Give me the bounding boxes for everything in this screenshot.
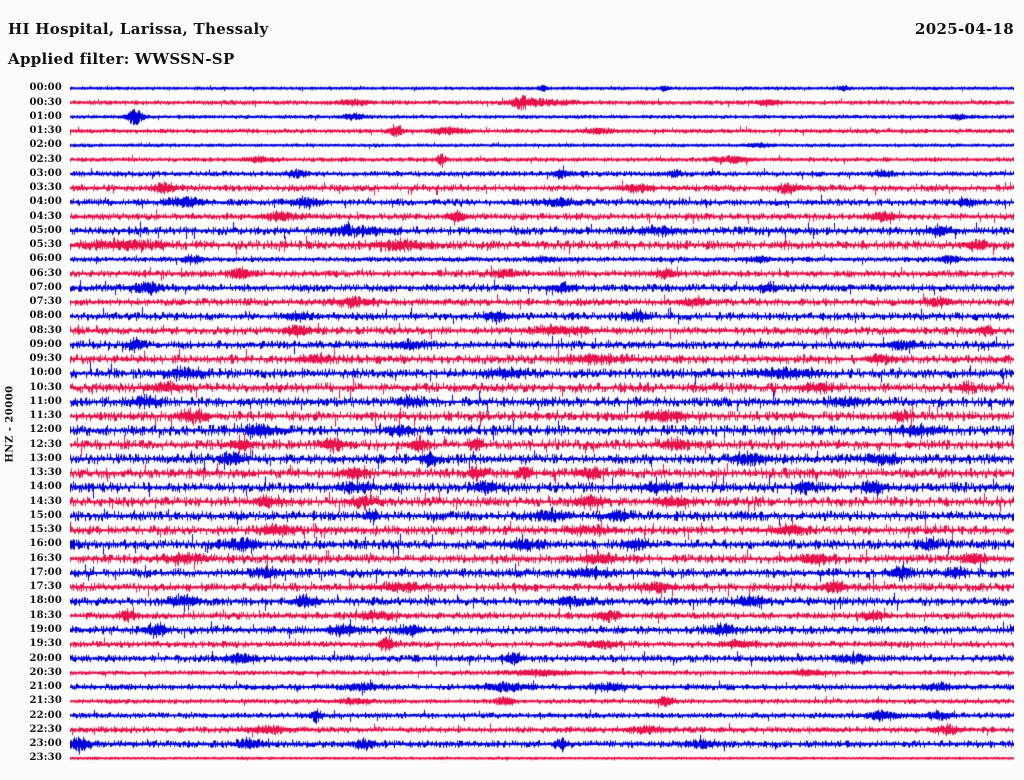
time-label: 15:30 <box>29 524 62 536</box>
time-label: 01:30 <box>29 125 62 137</box>
time-label: 21:30 <box>29 695 62 707</box>
time-label: 07:00 <box>29 281 62 293</box>
time-label: 12:00 <box>29 424 62 436</box>
time-label: 06:00 <box>29 253 62 265</box>
time-label: 06:30 <box>29 267 62 279</box>
time-label: 04:30 <box>29 210 62 222</box>
time-label: 22:30 <box>29 723 62 735</box>
time-label: 00:30 <box>29 96 62 108</box>
time-label: 00:00 <box>29 82 62 94</box>
time-label: 12:30 <box>29 438 62 450</box>
time-label: 16:30 <box>29 552 62 564</box>
time-label: 18:30 <box>29 609 62 621</box>
time-label: 10:00 <box>29 367 62 379</box>
time-label: 13:30 <box>29 467 62 479</box>
time-label: 23:30 <box>29 752 62 764</box>
time-label: 11:30 <box>29 410 62 422</box>
time-label: 02:00 <box>29 139 62 151</box>
time-label: 17:30 <box>29 581 62 593</box>
time-label: 19:00 <box>29 623 62 635</box>
time-label: 04:00 <box>29 196 62 208</box>
time-label: 14:30 <box>29 495 62 507</box>
time-label: 23:00 <box>29 738 62 750</box>
time-label: 07:30 <box>29 296 62 308</box>
time-label: 10:30 <box>29 381 62 393</box>
page-title: HI Hospital, Larissa, Thessaly <box>8 20 269 38</box>
time-label: 08:00 <box>29 310 62 322</box>
time-label: 05:30 <box>29 239 62 251</box>
time-label: 18:00 <box>29 595 62 607</box>
time-label: 13:00 <box>29 452 62 464</box>
time-label: 11:00 <box>29 395 62 407</box>
time-label: 01:00 <box>29 110 62 122</box>
time-label: 21:00 <box>29 681 62 692</box>
time-label: 05:00 <box>29 224 62 236</box>
date-label: 2025-04-18 <box>915 20 1014 38</box>
time-label: 08:30 <box>29 324 62 336</box>
time-label: 03:30 <box>29 182 62 194</box>
time-label: 09:00 <box>29 338 62 350</box>
time-label: 17:00 <box>29 566 62 578</box>
time-label: 15:00 <box>29 509 62 521</box>
time-label: 03:00 <box>29 167 62 179</box>
time-label: 02:30 <box>29 153 62 165</box>
time-label: 19:30 <box>29 638 62 650</box>
time-label: 14:00 <box>29 481 62 493</box>
time-label: 09:30 <box>29 353 62 365</box>
filter-label: Applied filter: WWSSN-SP <box>8 50 235 68</box>
time-label: 20:00 <box>29 652 62 664</box>
time-label: 20:30 <box>29 666 62 678</box>
time-label: 22:00 <box>29 709 62 721</box>
seismogram-traces-canvas <box>70 78 1014 772</box>
time-label: 16:00 <box>29 538 62 550</box>
